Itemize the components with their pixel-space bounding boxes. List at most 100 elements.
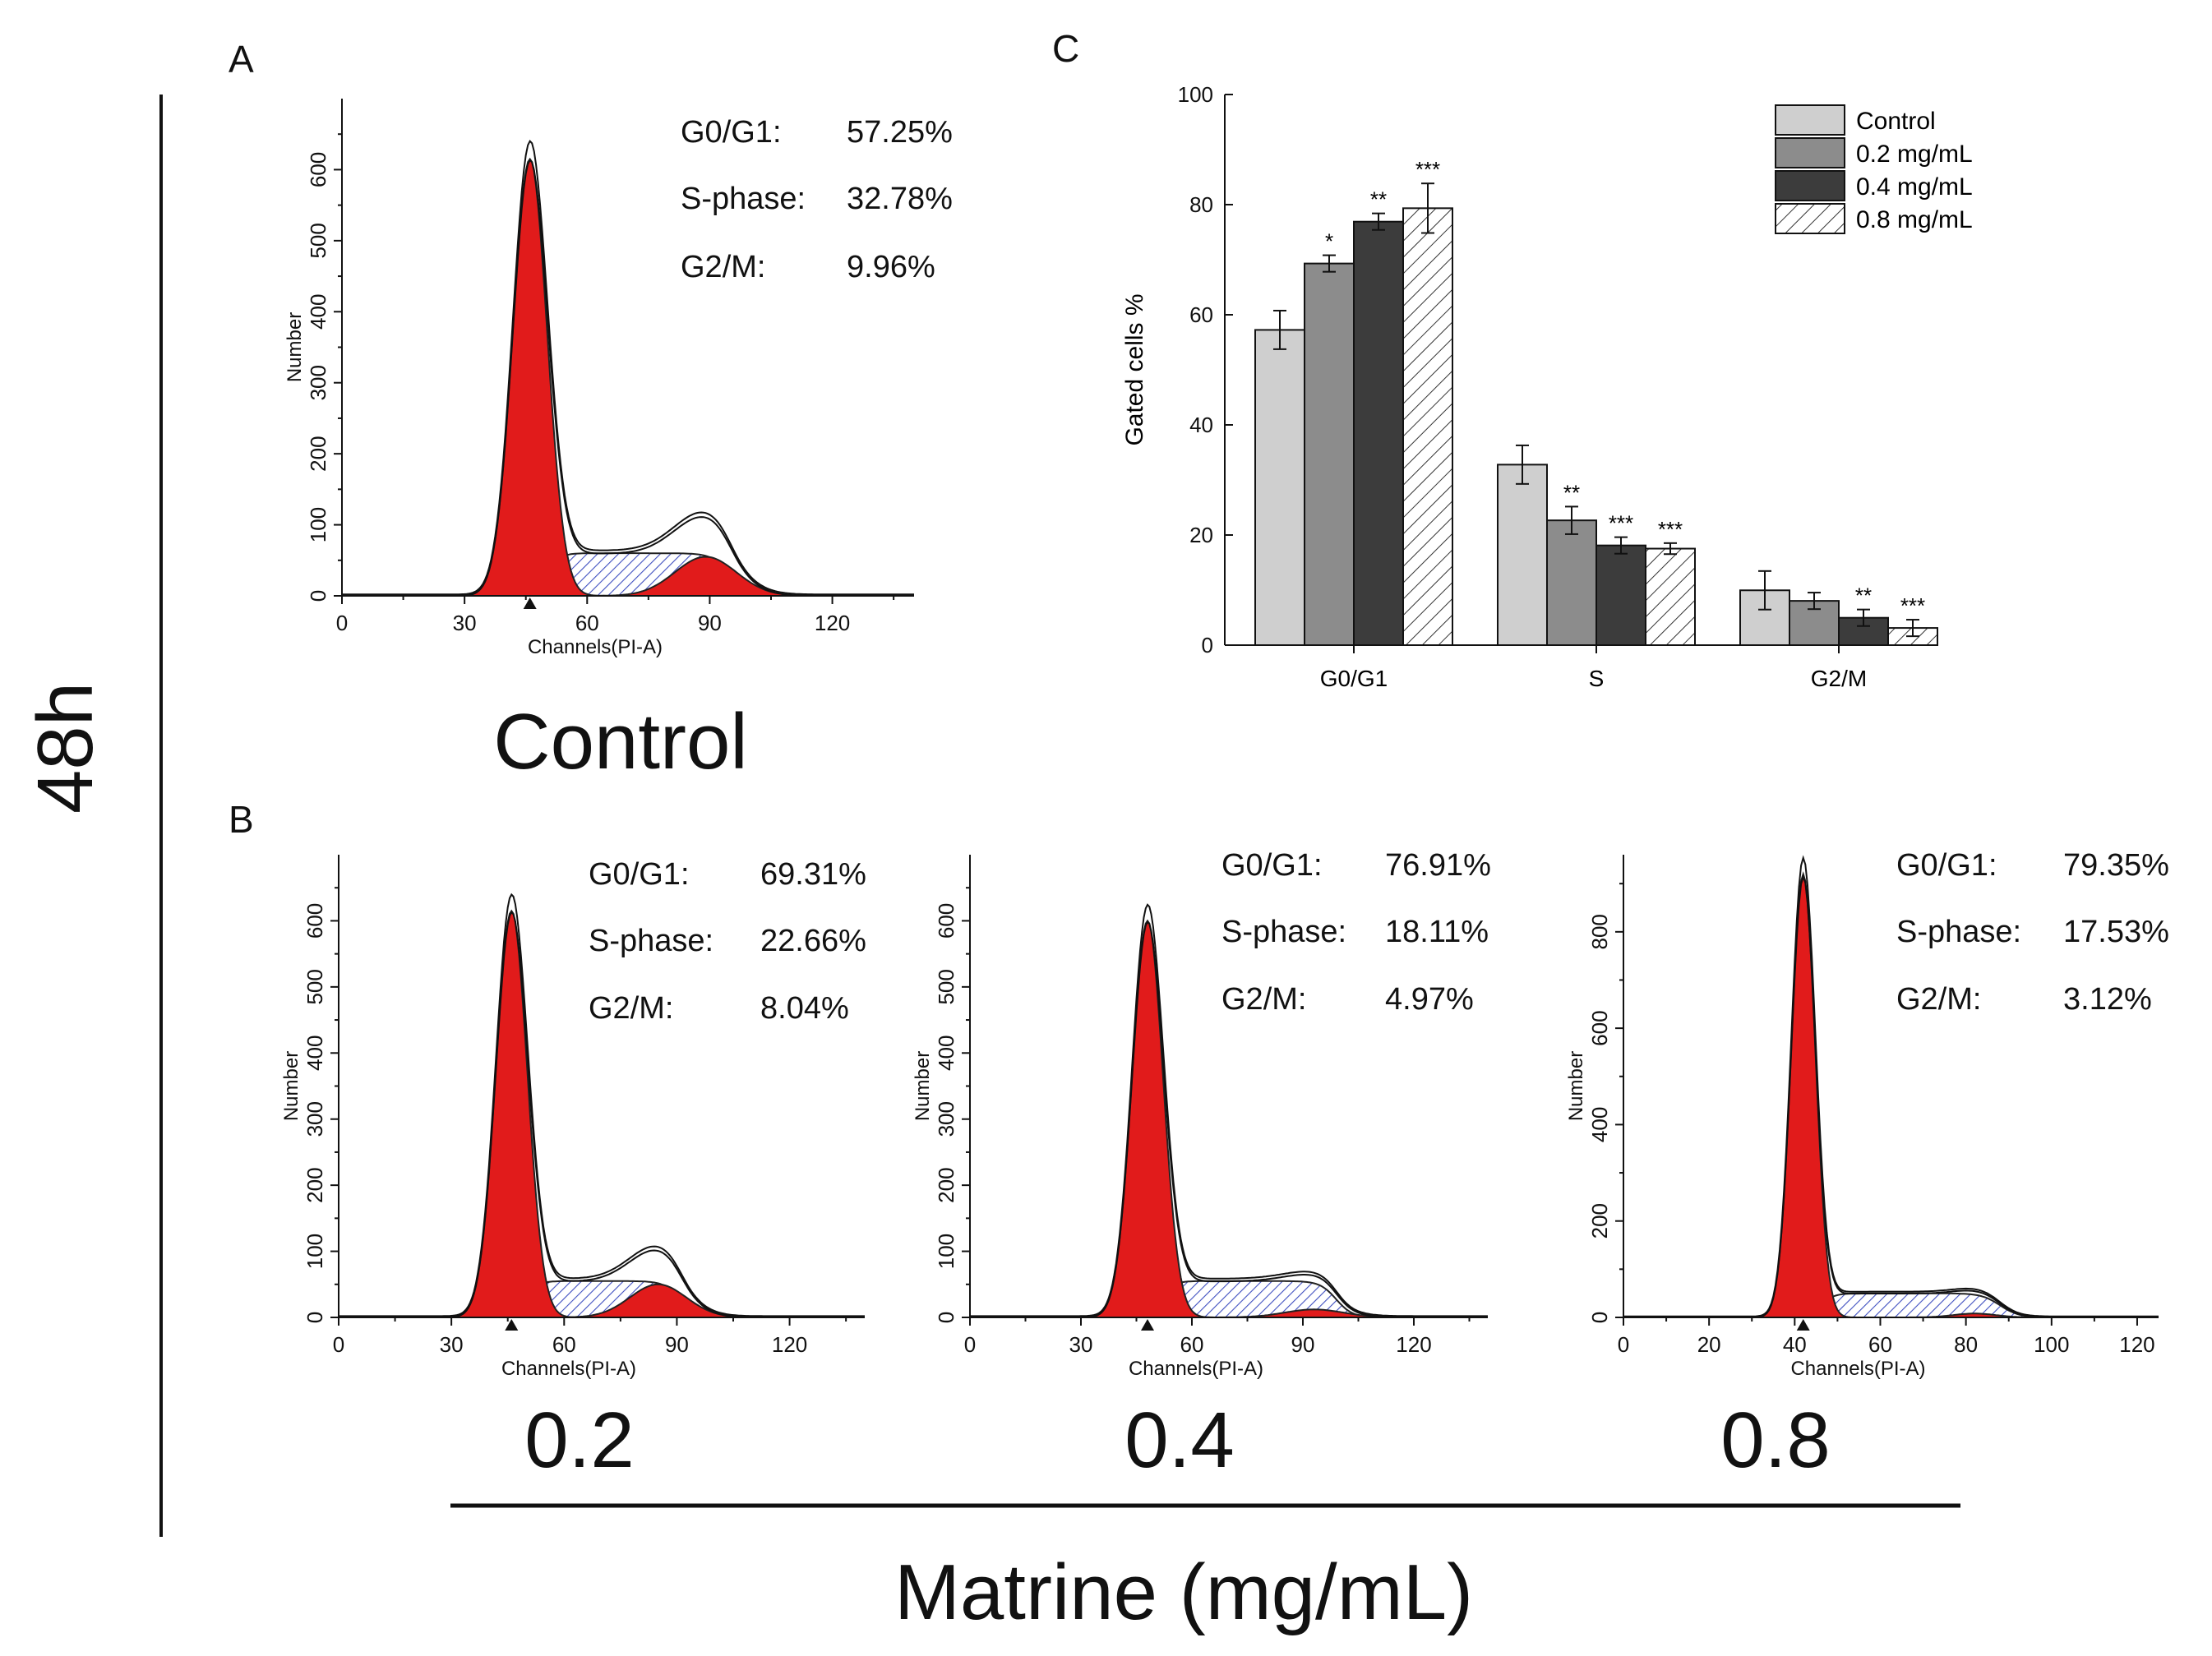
histogram-control: 0 30 60 90 120 0 100 200 300 400 500 600 Channels(PI… xyxy=(284,99,953,658)
y-tick-label: 200 xyxy=(1587,1203,1612,1239)
legend-swatch xyxy=(1775,104,1845,136)
bar-y-tick-label: 40 xyxy=(1189,413,1213,437)
x-tick-label: 120 xyxy=(772,1332,807,1357)
stat-label: G0/G1: xyxy=(1221,848,1323,883)
y-tick-label: 400 xyxy=(1587,1107,1612,1142)
stat-label: S-phase: xyxy=(589,924,713,958)
y-tick-label: 100 xyxy=(306,507,330,542)
x-tick-label: 60 xyxy=(575,611,599,635)
side-label: 48h xyxy=(21,682,109,814)
x-tick-label: 90 xyxy=(698,611,722,635)
y-axis-title: Number xyxy=(1565,1051,1587,1121)
total-envelope-inner xyxy=(339,911,865,1318)
caption-dose-0-2: 0.2 xyxy=(524,1396,634,1484)
y-tick-label: 600 xyxy=(934,903,958,939)
x-axis-title: Channels(PI-A) xyxy=(528,636,663,658)
y-tick-label: 200 xyxy=(302,1167,327,1202)
total-envelope-inner xyxy=(342,159,914,597)
stat-value: 76.91% xyxy=(1385,848,1491,883)
bottom-title: Matrine (mg/mL) xyxy=(894,1548,1473,1636)
histogram-dose-0-2: 0 30 60 90 120 0 100 200 300 400 500 600 Channels(PI… xyxy=(280,855,866,1380)
stat-label: G0/G1: xyxy=(1896,848,1997,883)
significance-label: *** xyxy=(1900,593,1925,618)
bar xyxy=(1304,262,1355,646)
stat-value: 22.66% xyxy=(760,924,866,958)
s-phase-area xyxy=(342,552,914,597)
stat-value: 4.97% xyxy=(1385,982,1474,1017)
x-tick-label: 30 xyxy=(453,611,477,635)
g1-marker-triangle xyxy=(505,1319,519,1331)
y-tick-label: 0 xyxy=(306,590,330,602)
legend-swatch xyxy=(1775,203,1845,234)
bar-category-label: S xyxy=(1589,666,1605,691)
y-tick-label: 800 xyxy=(1587,914,1612,949)
significance-label: ** xyxy=(1855,584,1872,608)
g1-marker-triangle xyxy=(1141,1319,1154,1331)
y-tick-label: 100 xyxy=(934,1234,958,1269)
significance-label: ** xyxy=(1563,480,1580,505)
bar xyxy=(1596,544,1646,647)
y-tick-label: 500 xyxy=(302,969,327,1004)
bar-y-tick-label: 80 xyxy=(1189,192,1213,217)
bar xyxy=(1254,329,1305,646)
y-tick-label: 300 xyxy=(934,1101,958,1137)
stat-value: 18.11% xyxy=(1385,915,1489,949)
x-tick-label: 60 xyxy=(1180,1332,1204,1357)
x-tick-label: 0 xyxy=(336,611,348,635)
stat-label: G2/M: xyxy=(681,250,765,284)
stat-label: G2/M: xyxy=(1221,982,1306,1017)
bar-category-label: G0/G1 xyxy=(1320,666,1388,691)
x-tick-label: 30 xyxy=(1069,1332,1093,1357)
x-tick-label: 0 xyxy=(333,1332,344,1357)
bar xyxy=(1789,600,1840,647)
g1-marker-triangle xyxy=(523,597,537,609)
stat-label: G2/M: xyxy=(1896,982,1981,1017)
bar-category-label: G2/M xyxy=(1811,666,1867,691)
total-envelope-outer xyxy=(342,139,914,596)
bar xyxy=(1353,220,1404,646)
y-tick-label: 0 xyxy=(1587,1312,1612,1323)
bar xyxy=(1645,547,1696,647)
legend-swatch xyxy=(1775,170,1845,201)
y-tick-label: 100 xyxy=(302,1234,327,1269)
s-phase-area xyxy=(1623,1292,2159,1318)
stat-label: G2/M: xyxy=(589,991,673,1026)
y-tick-label: 200 xyxy=(306,436,330,471)
bar-y-axis-title: Gated cells % xyxy=(1121,293,1148,445)
stat-value: 32.78% xyxy=(847,182,953,216)
x-axis-title: Channels(PI-A) xyxy=(501,1358,636,1380)
caption-control: Control xyxy=(493,698,747,786)
bar-y-tick-label: 60 xyxy=(1189,302,1213,327)
legend-label: 0.2 mg/mL xyxy=(1856,141,1973,168)
x-tick-label: 120 xyxy=(2119,1332,2154,1357)
stat-label: S-phase: xyxy=(681,182,806,216)
bar-y-tick-label: 20 xyxy=(1189,523,1213,547)
bar xyxy=(1546,519,1597,646)
legend-label: 0.4 mg/mL xyxy=(1856,173,1973,201)
stat-value: 8.04% xyxy=(760,991,849,1026)
y-tick-label: 0 xyxy=(934,1312,958,1323)
histogram-dose-0-4: 0 30 60 90 120 0 100 200 300 400 500 600 Channels(PI… xyxy=(912,848,1491,1380)
y-tick-label: 600 xyxy=(1587,1010,1612,1045)
x-axis-title: Channels(PI-A) xyxy=(1790,1358,1925,1380)
stat-label: S-phase: xyxy=(1221,915,1346,949)
y-tick-label: 300 xyxy=(302,1101,327,1137)
stat-value: 79.35% xyxy=(2063,848,2169,883)
x-tick-label: 20 xyxy=(1697,1332,1721,1357)
stat-value: 69.31% xyxy=(760,857,866,892)
stat-value: 3.12% xyxy=(2063,982,2152,1017)
y-tick-label: 600 xyxy=(302,903,327,939)
g0g1-peak-area xyxy=(339,909,865,1318)
legend-label: 0.8 mg/mL xyxy=(1856,206,1973,233)
x-axis-title: Channels(PI-A) xyxy=(1129,1358,1263,1380)
x-tick-label: 40 xyxy=(1783,1332,1807,1357)
x-tick-label: 90 xyxy=(665,1332,689,1357)
x-tick-label: 60 xyxy=(552,1332,576,1357)
y-tick-label: 0 xyxy=(302,1312,327,1323)
bar xyxy=(1497,464,1548,647)
s-phase-area xyxy=(339,1280,865,1318)
stat-value: 9.96% xyxy=(847,250,935,284)
g0g1-peak-area xyxy=(970,919,1488,1318)
